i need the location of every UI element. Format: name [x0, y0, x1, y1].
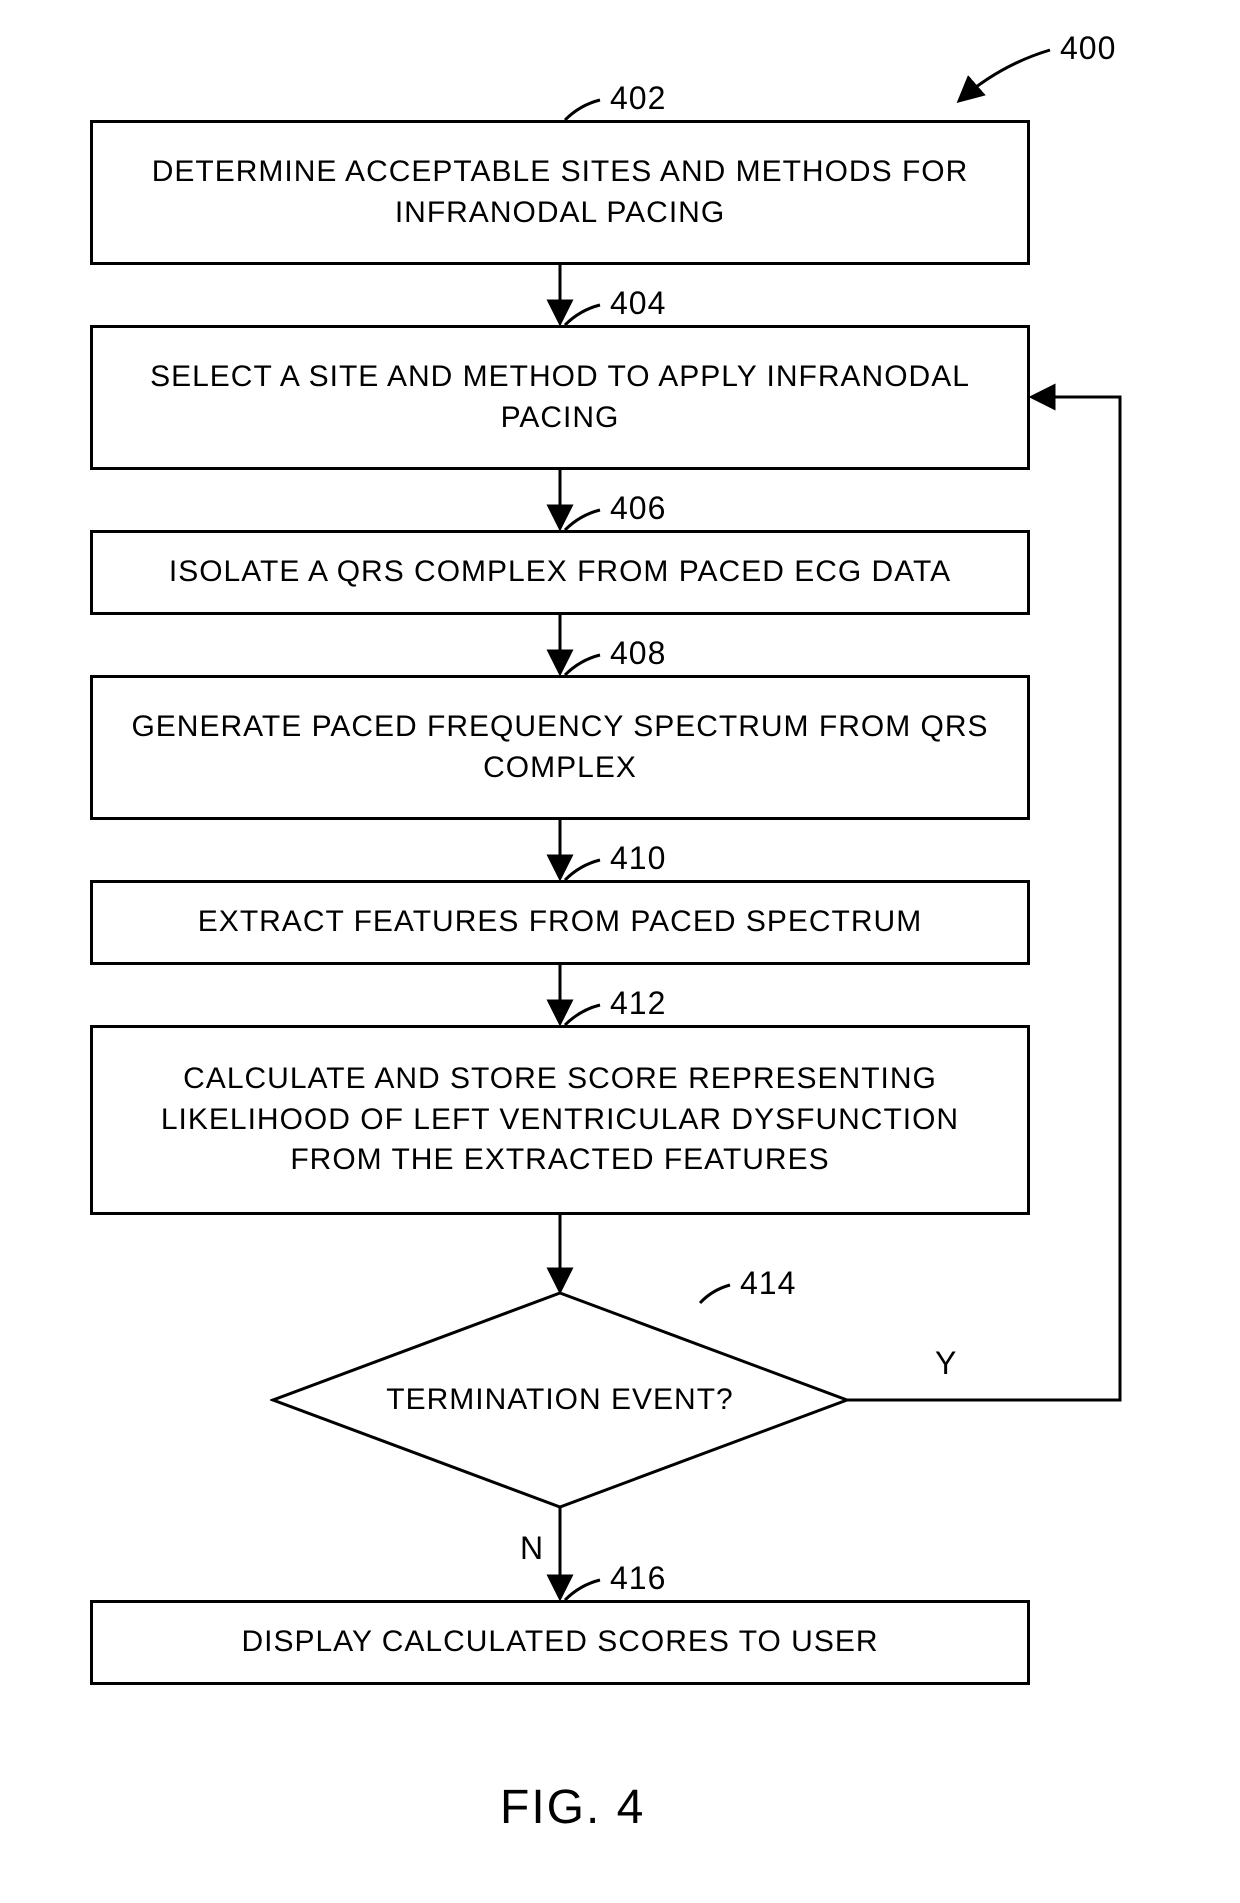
node-404-text: SELECT A SITE AND METHOD TO APPLY INFRAN…: [113, 357, 1007, 438]
node-408-text: GENERATE PACED FREQUENCY SPECTRUM FROM Q…: [113, 707, 1007, 788]
node-406-text: ISOLATE A QRS COMPLEX FROM PACED ECG DAT…: [169, 552, 951, 593]
node-402: DETERMINE ACCEPTABLE SITES AND METHODS F…: [90, 120, 1030, 265]
node-416-text: DISPLAY CALCULATED SCORES TO USER: [241, 1622, 878, 1663]
ref-400: 400: [1060, 30, 1116, 67]
node-408: GENERATE PACED FREQUENCY SPECTRUM FROM Q…: [90, 675, 1030, 820]
ref-408: 408: [610, 635, 666, 672]
node-410-text: EXTRACT FEATURES FROM PACED SPECTRUM: [198, 902, 922, 943]
node-416: DISPLAY CALCULATED SCORES TO USER: [90, 1600, 1030, 1685]
figure-label: FIG. 4: [500, 1780, 645, 1835]
node-410: EXTRACT FEATURES FROM PACED SPECTRUM: [90, 880, 1030, 965]
ref-402: 402: [610, 80, 666, 117]
ref-414: 414: [740, 1265, 796, 1302]
ref-404: 404: [610, 285, 666, 322]
flowchart-canvas: 400 DETERMINE ACCEPTABLE SITES AND METHO…: [0, 0, 1240, 1903]
node-404: SELECT A SITE AND METHOD TO APPLY INFRAN…: [90, 325, 1030, 470]
ref-410: 410: [610, 840, 666, 877]
ref-412: 412: [610, 985, 666, 1022]
node-402-text: DETERMINE ACCEPTABLE SITES AND METHODS F…: [113, 152, 1007, 233]
ref-406: 406: [610, 490, 666, 527]
ref-416: 416: [610, 1560, 666, 1597]
node-412-text: CALCULATE AND STORE SCORE REPRESENTING L…: [113, 1059, 1007, 1181]
node-414-text: TERMINATION EVENT?: [270, 1383, 850, 1417]
node-414: TERMINATION EVENT?: [270, 1290, 850, 1510]
edge-no-label: N: [520, 1530, 543, 1567]
edge-yes-label: Y: [935, 1345, 956, 1382]
node-412: CALCULATE AND STORE SCORE REPRESENTING L…: [90, 1025, 1030, 1215]
node-406: ISOLATE A QRS COMPLEX FROM PACED ECG DAT…: [90, 530, 1030, 615]
